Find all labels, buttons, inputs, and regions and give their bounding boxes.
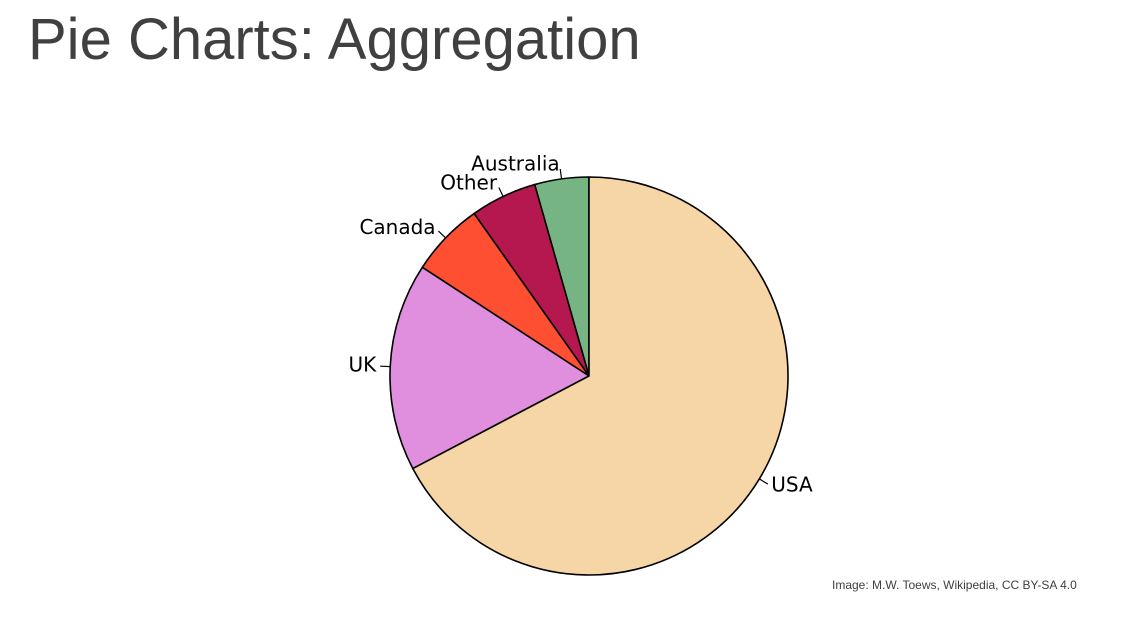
label-tick-australia	[559, 168, 563, 179]
slice-label-other: Other	[440, 170, 498, 194]
slice-label-uk: UK	[348, 352, 377, 376]
image-credit: Image: M.W. Toews, Wikipedia, CC BY-SA 4…	[832, 578, 1077, 592]
slice-label-canada: Canada	[359, 215, 435, 239]
slice-label-australia: Australia	[471, 152, 559, 176]
label-tick-canada	[438, 230, 447, 239]
pie-slice-usa	[412, 176, 789, 576]
label-tick-usa	[759, 478, 769, 485]
label-tick-other	[498, 187, 504, 197]
slide-title: Pie Charts: Aggregation	[28, 7, 641, 72]
slice-label-usa: USA	[771, 473, 813, 497]
